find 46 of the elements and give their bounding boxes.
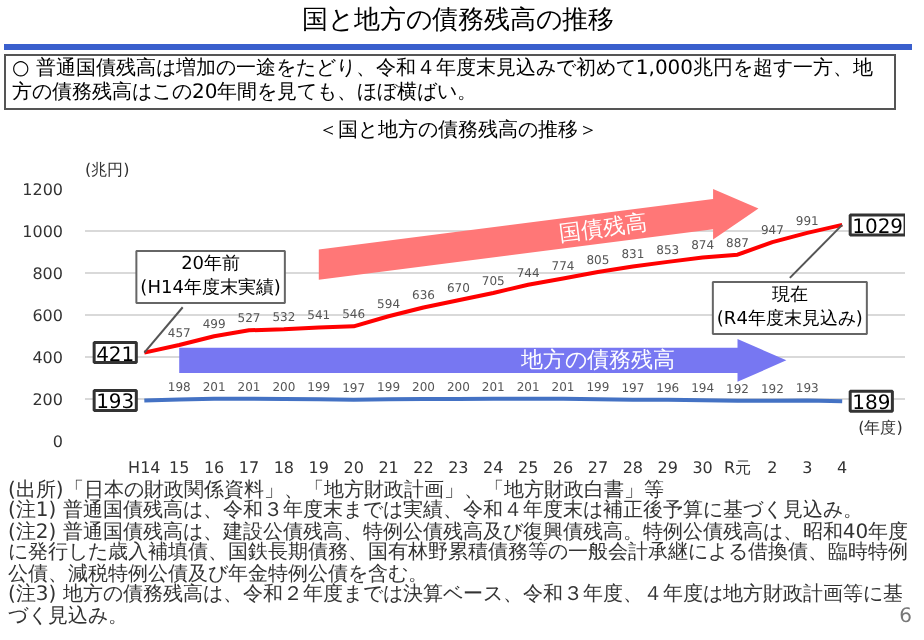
data-label: 421: [96, 344, 135, 367]
annotation: 現在 (R4年度末見込み): [716, 283, 863, 330]
x-tick-label: H14: [128, 458, 161, 477]
x-tick-label: R元: [723, 458, 752, 477]
y-tick-label: 200: [32, 390, 64, 409]
x-tick-label: 27: [587, 458, 609, 477]
x-tick-label: 18: [273, 458, 295, 477]
text: (注2) 普通国債残高は、建設公債残高、特例公債残高及び復興債残高。特例公債残高は、昭和40年度に発行した歳入補填債、国鉄長期債務、国有林野累積債務等の一般会計承継による借換債、臨時特例公債、減税特例公債及び年金特例公債を含む。: [8, 521, 909, 586]
text: (注1) 普通国債残高は、令和３年度末までは実績、令和４年度末は補正後予算に基づく見込み。: [8, 500, 863, 523]
x-tick-label: 20: [343, 458, 364, 477]
data-label: 193: [96, 392, 135, 415]
text: ＜国と地方の債務残高の推移＞: [316, 117, 600, 146]
x-tick-label: 28: [622, 458, 644, 477]
x-tick-label: 25: [517, 458, 539, 477]
y-tick-label: 400: [32, 348, 64, 367]
x-tick-label: 21: [378, 458, 399, 477]
x-tick-label: 22: [413, 458, 434, 477]
y-tick-label: 1000: [22, 222, 63, 241]
text: 6: [899, 605, 912, 629]
x-tick-label: 30: [692, 458, 713, 477]
x-tick-label: 29: [657, 458, 678, 477]
annotation: 20年前 (H14年度末実績): [140, 252, 281, 299]
x-tick-label: 15: [169, 458, 190, 477]
x-tick-label: 3: [802, 458, 813, 477]
chart-title: 国と地方の債務残高の推移: [4, 4, 912, 50]
text: 国債残高: [557, 209, 649, 247]
x-tick-label: 17: [238, 458, 260, 477]
data-label: 189: [852, 393, 891, 415]
y-tick-label: 800: [32, 264, 64, 283]
text: (注3) 地方の債務残高は、令和２年度までは決算ベース、令和３年度、４年度は地方財政計画等に基づく見込み。: [8, 584, 903, 628]
x-tick-label: 16: [203, 458, 225, 477]
x-tick-label: 24: [483, 458, 504, 477]
y-axis-title: (兆円): [85, 160, 130, 179]
y-tick-label: 0: [52, 432, 64, 451]
x-tick-label: 19: [308, 458, 329, 477]
x-axis-title: (年度): [858, 418, 903, 437]
chart-subtitle: ○ 普通国債残高は増加の一途をたどり、令和４年度末見込みで初めて1,000兆円を超す一方、地方の債務残高はこの20年間を見ても、ほぼ横ばい。: [4, 53, 896, 110]
y-tick-label: 600: [32, 306, 64, 325]
text: (出所)「日本の財政関係資料」、「地方財政計画」、「地方財政白書」等: [8, 479, 664, 502]
x-tick-label: 26: [552, 458, 574, 477]
x-tick-label: 23: [448, 458, 469, 477]
x-tick-label: 4: [837, 458, 848, 477]
x-tick-label: 2: [767, 458, 778, 477]
y-tick-label: 1200: [22, 180, 63, 199]
series-label: 地方の債務残高: [518, 347, 675, 374]
data-label: 1029: [852, 216, 904, 239]
